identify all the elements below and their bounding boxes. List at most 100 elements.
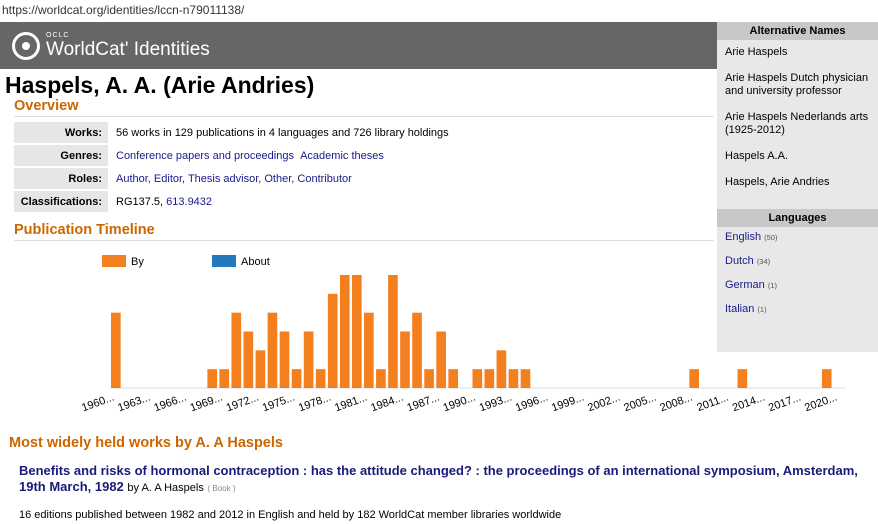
bar-by-1984[interactable] [400, 331, 410, 389]
legend-by-swatch [102, 255, 126, 267]
address-bar[interactable]: https://worldcat.org/identities/lccn-n79… [0, 0, 878, 22]
bar-by-1986[interactable] [424, 369, 434, 388]
x-tick-label: 1987... [405, 392, 441, 415]
bar-by-1982[interactable] [376, 369, 386, 388]
x-tick-label: 1984... [369, 392, 405, 415]
bar-by-1987[interactable] [436, 331, 446, 389]
roles-value[interactable]: Author, Editor, Thesis advisor, Other, C… [116, 172, 352, 185]
bar-by-2008[interactable] [689, 369, 699, 388]
bar-by-2019[interactable] [821, 369, 832, 388]
genre-link[interactable]: Conference papers and proceedings [116, 149, 294, 162]
genre-link[interactable]: Academic theses [300, 149, 384, 162]
x-tick-label: 1960... [80, 392, 116, 415]
timeline-heading: Publication Timeline [14, 222, 714, 241]
header-banner: OCLC WorldCat' Identities [0, 22, 717, 69]
bar-by-1993[interactable] [508, 369, 519, 388]
x-tick-label: 1993... [478, 392, 514, 415]
work-type: ( Book ) [207, 484, 236, 493]
x-tick-label: 1969... [189, 392, 225, 415]
bar-by-1980[interactable] [351, 275, 362, 388]
page-title: Haspels, A. A. (Arie Andries) [5, 72, 315, 98]
bar-by-1973[interactable] [267, 312, 278, 388]
overview-heading: Overview [14, 98, 714, 117]
bar-by-1990[interactable] [472, 369, 483, 388]
legend-about-label: About [241, 256, 270, 268]
legend-by-label: By [131, 256, 144, 268]
classification-link[interactable]: 613.9432 [166, 195, 213, 208]
bar-by-1969[interactable] [219, 369, 230, 388]
x-tick-label: 1966... [152, 392, 188, 415]
x-tick-label: 1978... [297, 392, 333, 415]
tick-labels-group: 1960... 1963... 1966... 1969... 1972... 1975.… [80, 392, 839, 415]
classifications-label: Classifications: [14, 191, 108, 212]
x-tick-label: 1972... [225, 392, 261, 415]
x-tick-label: 1963... [116, 392, 152, 415]
roles-label: Roles: [14, 168, 108, 189]
x-tick-label: 2017... [767, 392, 803, 415]
bar-by-1988[interactable] [448, 369, 459, 388]
bar-by-1979[interactable] [339, 275, 350, 388]
bar-by-1992[interactable] [496, 350, 507, 388]
logo-oclc: OCLC [46, 32, 70, 39]
work-title-link[interactable]: Benefits and risks of hormonal contracep… [19, 463, 858, 478]
works-row: Works: 56 works in 129 publications in 4… [14, 122, 457, 143]
classification-value: RG137.5, [116, 195, 164, 208]
x-tick-label: 1981... [333, 392, 369, 415]
language-item[interactable]: German (1) [725, 279, 777, 291]
works-value: 56 works in 129 publications in 4 langua… [116, 126, 449, 139]
roles-row: Roles: Author, Editor, Thesis advisor, O… [14, 168, 457, 189]
bar-by-1991[interactable] [484, 369, 495, 388]
genres-label: Genres: [14, 145, 108, 166]
bar-by-1985[interactable] [412, 312, 422, 388]
genres-row: Genres: Conference papers and proceeding… [14, 145, 457, 166]
bars-group [111, 275, 832, 388]
work-title-line2[interactable]: 19th March, 1982 by A. A Haspels ( Book … [19, 479, 236, 494]
x-tick-label: 2014... [731, 392, 767, 415]
x-tick-label: 1999... [550, 392, 586, 415]
bar-by-1983[interactable] [388, 275, 398, 388]
language-item[interactable]: English (50) [725, 231, 778, 243]
work-description: 16 editions published between 1982 and 2… [19, 509, 562, 521]
overview-table: Works: 56 works in 129 publications in 4… [14, 120, 457, 214]
language-item[interactable]: Dutch (34) [725, 255, 771, 267]
bar-by-1977[interactable] [315, 369, 326, 388]
alt-name: Arie Haspels Dutch physician and univers… [725, 72, 869, 97]
bar-by-2012[interactable] [737, 369, 748, 388]
bar-by-1974[interactable] [279, 331, 290, 389]
x-tick-label: 2020... [803, 392, 839, 415]
languages-heading: Languages [717, 209, 878, 227]
x-tick-label: 1990... [442, 392, 478, 415]
classifications-row: Classifications: RG137.5, 613.9432 [14, 191, 457, 212]
bar-by-1978[interactable] [327, 293, 338, 388]
x-tick-label: 1996... [514, 392, 550, 415]
bar-by-1994[interactable] [520, 369, 531, 388]
x-tick-label: 2002... [586, 392, 622, 415]
bar-by-1971[interactable] [243, 331, 254, 389]
bar-by-1975[interactable] [291, 369, 302, 388]
sidebar: Alternative Names Arie Haspels Arie Hasp… [717, 22, 878, 352]
x-tick-label: 2011... [695, 392, 730, 415]
worldcat-logo[interactable]: OCLC WorldCat' Identities [12, 31, 210, 60]
bar-by-1960[interactable] [111, 312, 121, 388]
bar-by-1981[interactable] [364, 312, 374, 388]
alt-name: Haspels A.A. [725, 150, 788, 162]
works-heading: Most widely held works by A. A Haspels [9, 435, 283, 451]
language-item[interactable]: Italian (1) [725, 303, 767, 315]
legend-about-swatch [212, 255, 236, 267]
alt-name: Arie Haspels [725, 46, 788, 58]
alt-name: Haspels, Arie Andries [725, 176, 830, 188]
alt-name: Arie Haspels Nederlands arts (1925-2012) [725, 111, 869, 136]
x-tick-label: 2008... [658, 392, 694, 415]
bar-by-1968[interactable] [207, 369, 218, 388]
bar-by-1970[interactable] [231, 312, 242, 388]
x-tick-label: 2005... [622, 392, 658, 415]
work-author: by A. A Haspels [127, 482, 204, 494]
worldcat-logo-icon [12, 31, 40, 60]
bar-by-1972[interactable] [255, 350, 266, 388]
alt-names-heading: Alternative Names [717, 22, 878, 40]
logo-text: WorldCat' Identities [46, 39, 210, 60]
publication-timeline-chart: By About 1960... 1963... 1966... 1969... 197… [80, 255, 845, 415]
works-label: Works: [14, 122, 108, 143]
bar-by-1976[interactable] [303, 331, 314, 389]
x-tick-label: 1975... [261, 392, 297, 415]
